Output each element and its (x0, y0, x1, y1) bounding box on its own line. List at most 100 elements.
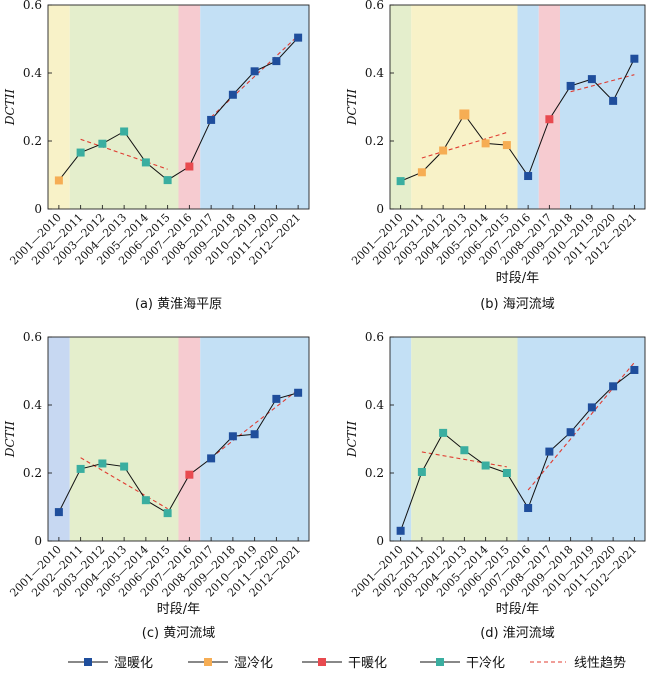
y-tick-label: 0.6 (23, 330, 42, 344)
regime-band (200, 337, 309, 541)
data-point (417, 467, 426, 476)
legend-marker (204, 658, 212, 666)
y-axis-label: DCTII (3, 421, 17, 459)
data-point (545, 447, 554, 456)
data-point (250, 67, 259, 76)
plot-frame (389, 336, 646, 542)
data-point (207, 454, 216, 463)
data-point (207, 115, 216, 124)
trend-line (210, 35, 299, 118)
panel-caption: (d) 淮河流域 (480, 626, 555, 641)
data-point (54, 508, 63, 517)
trend-line (80, 457, 168, 510)
y-tick-label: 0 (34, 202, 42, 216)
trend-line (570, 74, 635, 93)
data-point (460, 446, 469, 455)
y-axis-label: DCTII (345, 89, 359, 127)
data-point (120, 127, 129, 136)
plot-frame (389, 4, 646, 210)
y-axis-label: DCTII (345, 421, 359, 459)
data-point (228, 90, 237, 99)
regime-band (411, 337, 518, 541)
y-tick-label: 0 (376, 202, 384, 216)
regime-band (69, 337, 179, 541)
legend-marker (84, 658, 92, 666)
data-point (524, 172, 533, 181)
data-point (250, 430, 259, 439)
regime-band (48, 5, 70, 209)
data-point (272, 57, 281, 66)
data-point (481, 461, 490, 470)
y-tick-label: 0 (376, 534, 384, 548)
regime-band (178, 337, 201, 541)
x-axis-label: 时段/年 (496, 271, 539, 286)
data-point (417, 168, 426, 177)
data-point (502, 469, 511, 477)
plot-frame (47, 4, 310, 210)
legend-marker (436, 658, 444, 666)
panel-caption: (b) 海河流域 (480, 297, 555, 312)
data-point (76, 464, 85, 473)
y-tick-label: 0.6 (23, 0, 42, 12)
x-axis-label: 时段/年 (157, 602, 200, 617)
y-tick-label: 0.4 (365, 398, 384, 412)
panel-caption: (c) 黄河流域 (142, 626, 215, 641)
plot-frame (47, 336, 310, 542)
data-point (439, 428, 448, 437)
legend-label: 干暖化 (348, 656, 387, 671)
legend-marker (318, 658, 326, 666)
chart-panel-4: 00.20.40.6DCTII2001—20102002—20112003—20… (345, 330, 646, 641)
regime-band (390, 337, 412, 541)
data-point (141, 496, 150, 505)
legend-label: 线性趋势 (574, 655, 626, 671)
regime-band (178, 5, 201, 209)
regime-band (200, 5, 309, 209)
data-point (185, 162, 194, 171)
regime-band (48, 337, 70, 541)
y-tick-label: 0.2 (365, 466, 384, 480)
y-tick-label: 0.4 (365, 66, 384, 80)
data-point (609, 96, 618, 105)
legend-label: 湿暖化 (114, 656, 153, 671)
regime-band (538, 5, 560, 209)
trend-line (421, 131, 508, 159)
data-point (163, 509, 172, 518)
y-tick-label: 0.2 (365, 134, 384, 148)
panel-caption: (a) 黄淮海平原 (135, 297, 222, 312)
data-point (609, 382, 618, 391)
data-point (98, 139, 107, 148)
y-tick-label: 0.2 (23, 466, 42, 480)
data-point (481, 139, 490, 148)
data-point (163, 176, 172, 185)
chart-panel-2: 00.20.40.6DCTII2001—20102002—20112003—20… (345, 0, 646, 312)
data-point (98, 459, 107, 468)
y-tick-label: 0.2 (23, 134, 42, 148)
regime-band (517, 5, 539, 209)
y-tick-label: 0.6 (365, 330, 384, 344)
data-point (545, 115, 554, 124)
regime-band (517, 337, 645, 541)
y-axis-label: DCTII (3, 89, 17, 127)
data-point (524, 504, 533, 513)
y-tick-label: 0.6 (365, 0, 384, 12)
trend-line (210, 389, 299, 459)
data-point (228, 432, 237, 441)
data-point (566, 428, 575, 437)
trend-line (80, 138, 168, 170)
legend-label: 湿冷化 (234, 656, 273, 671)
data-point (459, 109, 470, 120)
data-point (294, 388, 303, 397)
data-point (587, 75, 596, 84)
data-point (587, 403, 596, 412)
regime-band (390, 5, 412, 209)
regime-band (69, 5, 179, 209)
data-point (54, 176, 63, 185)
regime-band (411, 5, 518, 209)
legend-label: 干冷化 (466, 656, 505, 671)
data-point (185, 470, 194, 479)
regime-band (560, 5, 645, 209)
data-point (294, 33, 303, 42)
data-point (630, 365, 639, 374)
data-point (630, 54, 639, 63)
